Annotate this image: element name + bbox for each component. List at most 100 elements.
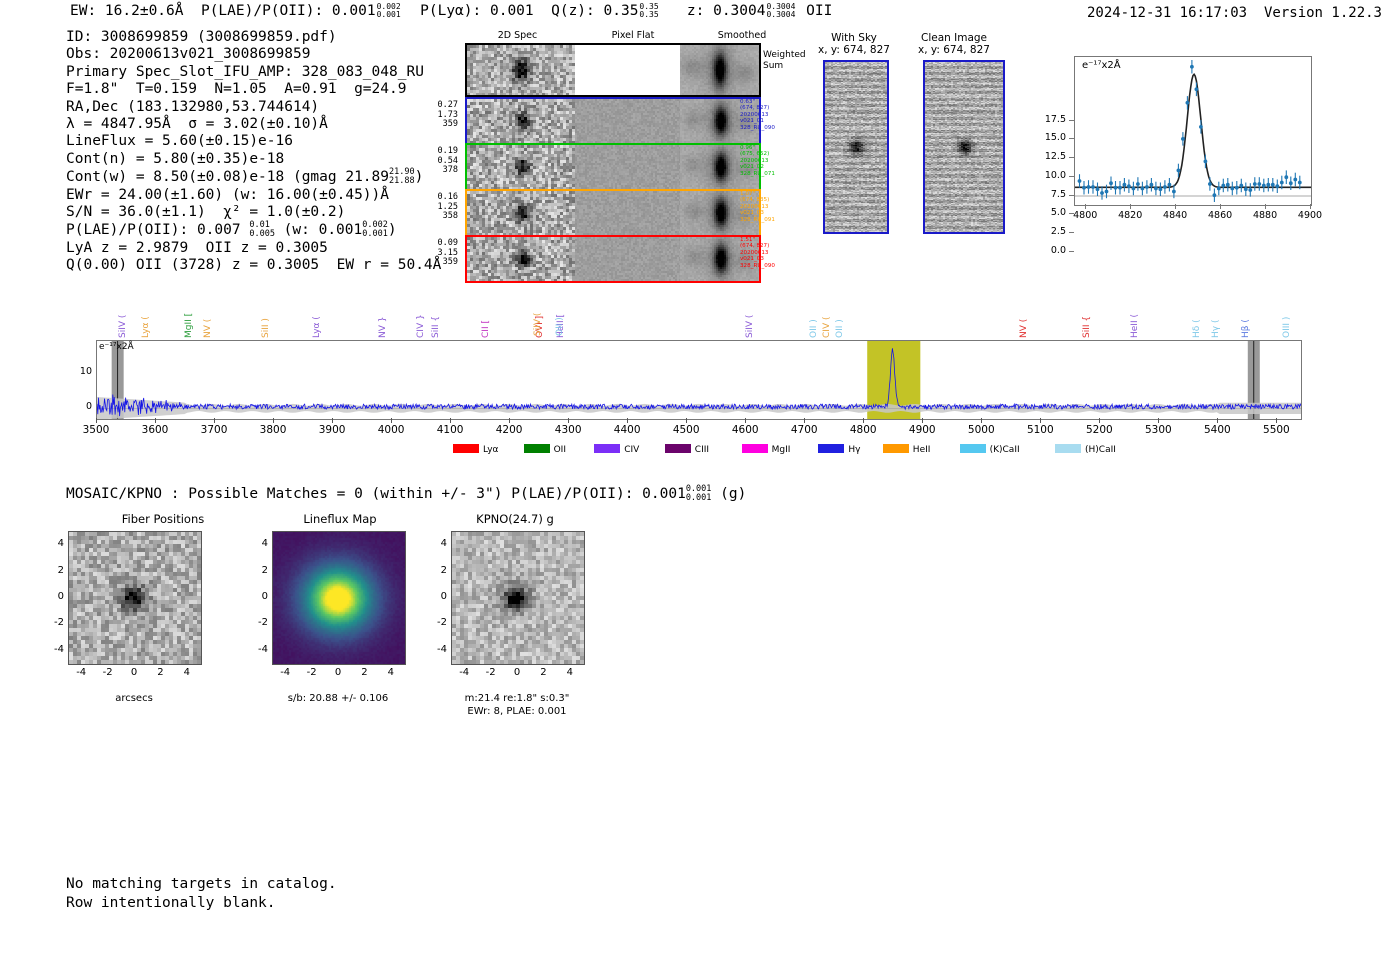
legend-item: CIII — [664, 444, 709, 455]
cutout-0-title: With Sky — [831, 32, 877, 44]
cutout-clean-image — [923, 60, 1005, 234]
legend-swatch — [741, 444, 768, 453]
fiber-pixelflat-image — [575, 237, 680, 281]
y-tick-label: 17.5 — [1044, 113, 1066, 125]
y-tick-mark — [1069, 175, 1074, 177]
spec2d-fiber-row — [465, 189, 761, 237]
cutout-1-title: Clean Image — [920, 32, 988, 44]
panel-title-kpno: KPNO(24.7) g — [476, 512, 554, 526]
fs-x-tick-mark — [1040, 418, 1042, 423]
weighted-sum-smoothed-image — [680, 45, 759, 95]
fiber-meta-line: 20200613 — [740, 203, 769, 210]
spectral-line-label: OII ) — [834, 319, 845, 338]
spec2d-fiber-row — [465, 97, 761, 145]
fiber-positions-image: NE — [68, 531, 202, 665]
fiber-meta-line: 20200613 — [740, 249, 769, 256]
fiber-meta-line: (674, 835) — [740, 197, 770, 204]
info-plae-lo: 0.005 — [249, 229, 275, 240]
x-tick-label: 4880 — [1252, 210, 1278, 221]
fs-y-tick-label: 0 — [85, 401, 92, 413]
panel-x-tick: 4 — [183, 667, 190, 678]
legend-item: MgII — [741, 444, 790, 455]
panel-x-tick: 4 — [566, 667, 573, 678]
panel-caption-lineflux: s/b: 20.88 +/- 0.106 — [287, 693, 389, 704]
panel-title-fiber-positions: Fiber Positions — [121, 512, 205, 526]
fs-x-tick-mark — [450, 418, 452, 423]
fs-x-tick-label: 4100 — [436, 424, 464, 436]
panel-x-tick: -4 — [280, 667, 291, 678]
header-summary-line: EW: 16.2±0.6Å P(LAE)/P(OII): 0.0010.002 0… — [70, 2, 833, 20]
fiber-right-meta: 0.96" (675, 652) 20200613 v021_02 328_RU_071 — [740, 145, 792, 177]
legend-item: CIV — [594, 444, 639, 455]
spectral-line-label: Lyα ( — [141, 316, 152, 338]
legend-swatch — [523, 444, 550, 453]
spectral-line-label: SiII { — [1081, 315, 1092, 338]
x-tick-label: 4840 — [1163, 210, 1188, 221]
fiber-left-stats: 0.19 0.54 378 — [428, 146, 458, 176]
legend-label: (K)CaII — [989, 445, 1020, 455]
header-ew: EW: 16.2±0.6Å — [70, 3, 184, 20]
panel-y-tick: -4 — [437, 643, 447, 655]
cutout-0-coords: x, y: 674, 827 — [818, 44, 890, 56]
panel-caption-kpno-2: EWr: 8, PLAE: 0.001 — [467, 706, 567, 717]
fiber-meta-line: (675, 652) — [740, 151, 770, 158]
emission-line-plot: e⁻¹⁷x2Å 0.0 2.5 5.0 7.5 10.0 12.5 15.0 17.5 480… — [1032, 56, 1322, 256]
panel-y-tick: 0 — [57, 591, 64, 602]
emission-line-axes — [1074, 56, 1312, 206]
lineflux-map-overlay: E — [273, 664, 405, 665]
fiber-pixelflat-image — [575, 99, 680, 143]
fiber-pixelflat-image — [575, 191, 680, 235]
info-plae-w-lo: 0.001 — [362, 229, 388, 240]
fs-x-tick-mark — [686, 418, 688, 423]
panel-x-tick: 0 — [130, 667, 138, 678]
spectral-line-label: MgII [ — [184, 312, 195, 338]
fs-x-tick-label: 3700 — [200, 424, 228, 436]
panel-y-tick: -4 — [258, 643, 268, 655]
spectral-line-label: Hδ ( — [1192, 319, 1203, 338]
fiber-meta-line: 0.96" — [740, 145, 756, 151]
fs-x-tick-label: 5000 — [967, 424, 995, 436]
fs-x-tick-label: 3600 — [141, 424, 169, 436]
spectral-line-label: Hγ ( — [1211, 319, 1222, 338]
fiber-meta-line: (674, 827) — [740, 243, 770, 250]
fiber-stat: 358 — [442, 211, 458, 222]
fiber-stat: 0.54 — [437, 155, 458, 166]
fiber-meta-line: 1.07" — [740, 191, 756, 197]
header-qz-value: 0.35 — [603, 3, 639, 20]
fiber-stat: 0.16 — [437, 192, 458, 202]
spectral-line-label: SiIV ( — [745, 314, 756, 338]
fs-y-tick-label: 10 — [79, 365, 92, 377]
footer-line-1: No matching targets in catalog. — [66, 876, 337, 892]
full-spectrum-unit-label: e⁻¹⁷x2Å — [99, 342, 134, 352]
emission-line-svg — [1075, 60, 1311, 202]
emission-line-unit-label: e⁻¹⁷x2Å — [1082, 60, 1121, 71]
fs-x-tick-label: 5300 — [1144, 424, 1172, 436]
fiber-meta-line: 328_RU_091 — [740, 216, 775, 223]
weighted-sum-label: Weighted Sum — [763, 50, 806, 71]
x-tick-mark — [1265, 204, 1267, 209]
header-z-species: OII — [806, 3, 833, 20]
mosaic-headline-pre: MOSAIC/KPNO : Possible Matches = 0 (with… — [66, 485, 686, 502]
spectral-line-label: SiII ) — [261, 318, 272, 338]
fiber-meta-line: 1.51" — [740, 237, 756, 243]
fiber-meta-line: v021_03 — [740, 256, 764, 263]
spectral-line-label: NV } — [378, 316, 389, 338]
info-plae-w-hi: 0.002 — [362, 220, 388, 231]
info-cont-w-pre: Cont(w) = 8.50(±0.08)e-18 (gmag 21.89 — [66, 169, 390, 186]
y-tick-label: 5.0 — [1050, 207, 1066, 219]
legend-item: Hγ — [818, 444, 860, 455]
panel-x-tick: 2 — [157, 667, 164, 678]
panel-y-tick: 4 — [57, 538, 64, 550]
x-tick-mark — [1310, 204, 1311, 209]
fs-x-tick-label: 4400 — [613, 424, 641, 436]
y-tick-mark — [1069, 232, 1074, 234]
panel-y-tick: 4 — [261, 538, 268, 550]
legend-swatch — [594, 444, 621, 453]
header-plae-hi: 0.002 — [376, 2, 401, 11]
y-tick-mark — [1069, 194, 1074, 196]
fs-x-tick-mark — [804, 418, 806, 423]
fs-x-tick-label: 4700 — [790, 424, 818, 436]
spectral-line-label: Lyα ( — [311, 316, 322, 338]
fiber-smoothed-image — [680, 99, 759, 143]
legend-label: OII — [553, 445, 566, 455]
